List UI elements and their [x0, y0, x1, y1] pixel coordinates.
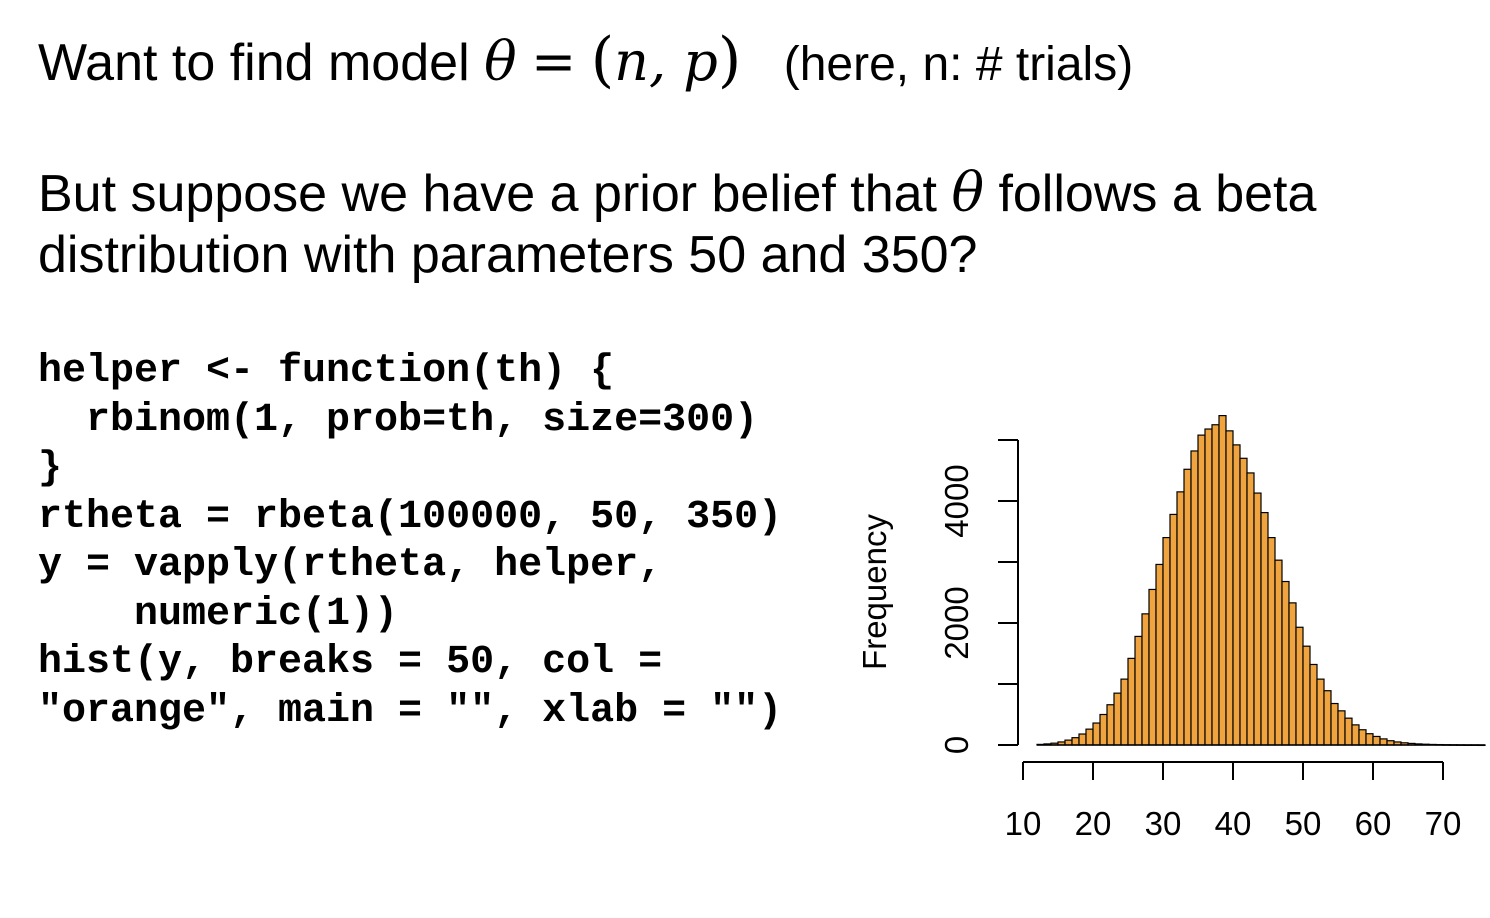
question-line-2: distribution with parameters 50 and 350? [38, 226, 978, 284]
model-tuple: n, p [614, 30, 718, 93]
code-line: rbinom(1, prob=th, size=300) [38, 397, 759, 443]
code-line: "orange", main = "", xlab = "") [38, 688, 783, 734]
y-tick-label: 0 [938, 736, 975, 754]
histogram-bar [1120, 678, 1129, 746]
close-paren: ) [717, 25, 742, 95]
x-tick-label: 50 [1285, 805, 1322, 842]
histogram-bar [1085, 728, 1094, 746]
histogram-bar [1078, 733, 1087, 746]
question-line-1: But suppose we have a prior belief that … [38, 165, 1317, 223]
x-tick-label: 70 [1425, 805, 1462, 842]
question-before: But suppose we have a prior belief that [38, 165, 938, 223]
question-after: follows a beta [998, 165, 1317, 223]
histogram-bar [1092, 722, 1101, 746]
x-tick-label: 20 [1075, 805, 1112, 842]
histogram-bar [1071, 737, 1080, 746]
heading-note: (here, n: # trials) [783, 38, 1134, 91]
histogram-bar [1344, 717, 1353, 746]
code-line: hist(y, breaks = 50, col = [38, 640, 663, 685]
y-tick-label: 4000 [938, 464, 975, 537]
histogram-bar [1288, 602, 1297, 746]
histogram-bar [1183, 468, 1192, 746]
equals-sign: = [531, 30, 577, 93]
code-line: numeric(1)) [38, 591, 399, 637]
code-line: rtheta = rbeta(100000, 50, 350) [38, 494, 783, 540]
heading-prefix: Want to find model [38, 34, 470, 92]
theta-symbol-2: θ [951, 161, 984, 224]
histogram-bar [1239, 457, 1248, 746]
histogram-bar [1379, 738, 1388, 746]
code-line: y = vapply(rtheta, helper, [38, 543, 663, 588]
histogram-bar [1253, 492, 1262, 746]
histogram-bar [1099, 713, 1108, 746]
histogram-bar [1225, 430, 1234, 746]
histogram-bar [1267, 537, 1276, 746]
histogram-bar [1204, 428, 1213, 746]
x-tick-label: 60 [1355, 805, 1392, 842]
histogram-bar [1197, 434, 1206, 746]
x-tick-label: 10 [1005, 805, 1042, 842]
histogram-bars [1036, 414, 1486, 747]
histogram-bar [1302, 645, 1311, 746]
histogram-bar [1246, 472, 1255, 746]
histogram-bar [1190, 450, 1199, 746]
histogram-bar [1106, 704, 1115, 746]
code-line: } [38, 446, 63, 491]
code-block: helper <- function(th) { rbinom(1, prob=… [38, 348, 782, 736]
histogram-bar [1260, 511, 1269, 746]
histogram-bar [1309, 663, 1318, 746]
histogram-bar [1351, 724, 1360, 746]
x-tick-label: 30 [1145, 805, 1182, 842]
histogram-bar [1358, 729, 1367, 746]
histogram-bar [1162, 537, 1171, 746]
histogram-bar [1323, 690, 1332, 746]
histogram-bar [1218, 414, 1227, 746]
histogram-bar [1134, 635, 1143, 746]
theta-symbol: θ [484, 30, 517, 93]
x-axis: 10 20 30 40 50 60 70 [1005, 761, 1462, 842]
y-axis-label: Frequency [856, 514, 893, 670]
code-line: helper <- function(th) { [38, 349, 615, 394]
histogram-bar [1372, 735, 1381, 746]
histogram-bar [1211, 424, 1220, 746]
histogram-bar [1169, 513, 1178, 746]
heading-line: Want to find model θ = (n, p) (here, n: … [38, 30, 1133, 90]
histogram-bar [1295, 626, 1304, 746]
histogram-bar [1316, 678, 1325, 746]
histogram-bar [1176, 491, 1185, 746]
histogram-bar [1141, 613, 1150, 746]
histogram-bar [1281, 580, 1290, 746]
histogram-chart: 0 2000 4000 10 20 30 40 50 60 70 Frequency [856, 414, 1486, 842]
histogram-bar [1232, 444, 1241, 746]
histogram-bar [1127, 657, 1136, 746]
histogram-bar [1148, 588, 1157, 746]
histogram-bar [1113, 692, 1122, 746]
open-paren: ( [590, 25, 615, 95]
y-tick-label: 2000 [938, 586, 975, 659]
histogram-bar [1365, 733, 1374, 746]
histogram-bar [1330, 702, 1339, 746]
histogram-bar [1155, 563, 1164, 746]
histogram-bar [1337, 710, 1346, 746]
y-axis: 0 2000 4000 [938, 439, 1019, 754]
histogram-bar [1274, 559, 1283, 746]
x-tick-label: 40 [1215, 805, 1252, 842]
